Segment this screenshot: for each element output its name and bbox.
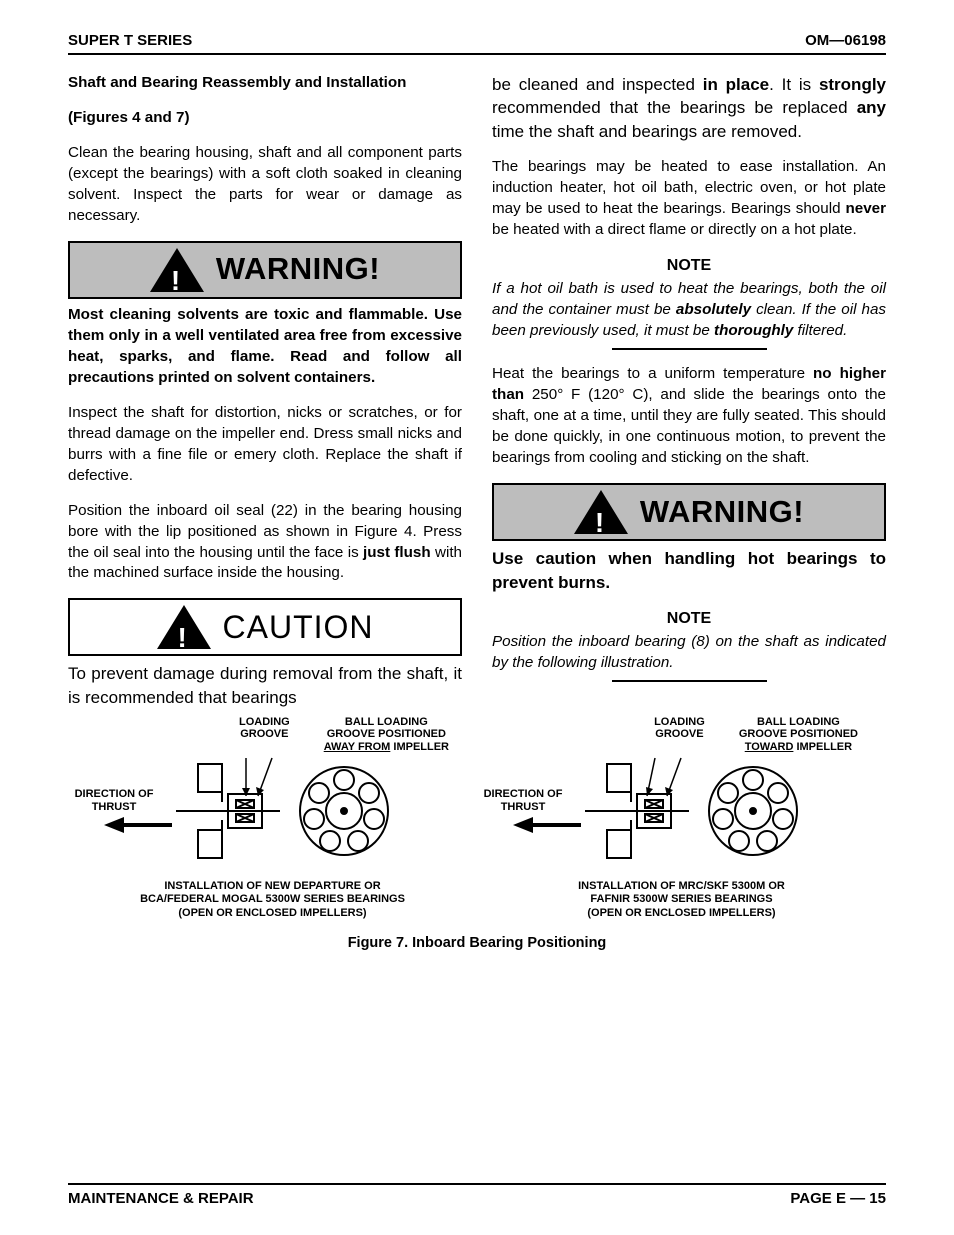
- text: DIRECTION OF THRUST: [75, 788, 154, 813]
- text: DIRECTION OF THRUST: [484, 788, 563, 813]
- diagram-body: DIRECTION OF THRUST: [68, 756, 477, 866]
- text: LOADING: [654, 716, 705, 728]
- page-header: SUPER T SERIES OM—06198: [68, 32, 886, 55]
- note-heading: NOTE: [492, 608, 886, 630]
- label-loading-groove: LOADING GROOVE: [654, 716, 705, 754]
- paragraph: Inspect the shaft for distortion, nicks …: [68, 403, 462, 487]
- text-underline: TOWARD: [745, 741, 794, 753]
- warning-block: WARNING! Use caution when handling hot b…: [492, 483, 886, 594]
- diagram-body: DIRECTION OF THRUST: [477, 756, 886, 866]
- text: (OPEN OR ENCLOSED IMPELLERS): [587, 907, 775, 919]
- text: Heat the bearings to a uniform temperatu…: [492, 365, 813, 382]
- label-direction-thrust: DIRECTION OF THRUST: [68, 788, 160, 832]
- text: BALL LOADING: [345, 716, 428, 728]
- text: (OPEN OR ENCLOSED IMPELLERS): [178, 907, 366, 919]
- diagram-caption: INSTALLATION OF MRC/SKF 5300M OR FAFNIR …: [578, 880, 785, 921]
- arrow-left-icon: [513, 817, 533, 833]
- diagram-right: LOADING GROOVE BALL LOADING GROOVE POSIT…: [477, 716, 886, 921]
- text: IMPELLER: [793, 741, 852, 753]
- warning-banner: WARNING!: [68, 241, 462, 299]
- label-groove-positioned: BALL LOADING GROOVE POSITIONED TOWARD IM…: [739, 716, 858, 754]
- text: GROOVE: [655, 728, 703, 740]
- note-body: Position the inboard bearing (8) on the …: [492, 632, 886, 674]
- diagram-top-labels: LOADING GROOVE BALL LOADING GROOVE POSIT…: [68, 716, 477, 754]
- header-left: SUPER T SERIES: [68, 32, 192, 49]
- text: GROOVE: [240, 728, 288, 740]
- warning-label: WARNING!: [640, 491, 804, 534]
- page-footer: MAINTENANCE & REPAIR PAGE E — 15: [68, 1183, 886, 1207]
- header-right: OM—06198: [805, 32, 886, 49]
- note-rule: [612, 348, 767, 350]
- label-groove-positioned: BALL LOADING GROOVE POSITIONED AWAY FROM…: [324, 716, 449, 754]
- text-underline: AWAY FROM: [324, 741, 391, 753]
- text-bold: thoroughly: [714, 322, 793, 339]
- arrow-left-icon: [104, 817, 124, 833]
- text: FAFNIR 5300W SERIES BEARINGS: [590, 893, 772, 905]
- text-bold: absolutely: [676, 301, 751, 318]
- warning-icon: [574, 490, 628, 534]
- caution-icon: [157, 605, 211, 649]
- caution-body: To prevent damage during removal from th…: [68, 662, 462, 709]
- paragraph: Position the inboard oil seal (22) in th…: [68, 501, 462, 585]
- text: INSTALLATION OF NEW DEPARTURE OR: [164, 880, 380, 892]
- text-bold: just flush: [363, 544, 431, 561]
- warning-label: WARNING!: [216, 248, 380, 291]
- housing-diagram-icon: [168, 756, 288, 866]
- paragraph: The bearings may be heated to ease insta…: [492, 157, 886, 241]
- footer-right: PAGE E — 15: [790, 1190, 886, 1207]
- text: INSTALLATION OF MRC/SKF 5300M OR: [578, 880, 785, 892]
- figure-title: Figure 7. Inboard Bearing Positioning: [348, 935, 607, 951]
- text-bold: strongly: [819, 75, 886, 94]
- text-bold: any: [857, 98, 886, 117]
- text: time the shaft and bearings are removed.: [492, 122, 802, 141]
- text: GROOVE POSITIONED: [327, 728, 446, 740]
- note-rule: [612, 680, 767, 682]
- caution-block: CAUTION To prevent damage during removal…: [68, 598, 462, 709]
- label-loading-groove: LOADING GROOVE: [239, 716, 290, 754]
- text: IMPELLER: [390, 741, 449, 753]
- diagram-left: LOADING GROOVE BALL LOADING GROOVE POSIT…: [68, 716, 477, 921]
- warning-icon: [150, 248, 204, 292]
- figure-7: LOADING GROOVE BALL LOADING GROOVE POSIT…: [68, 716, 886, 951]
- text: BALL LOADING: [757, 716, 840, 728]
- paragraph: Clean the bearing housing, shaft and all…: [68, 143, 462, 227]
- text: be heated with a direct flame or directl…: [492, 221, 857, 238]
- section-heading: Shaft and Bearing Reassembly and Install…: [68, 73, 462, 94]
- text-bold: never: [845, 200, 886, 217]
- note-body: If a hot oil bath is used to heat the be…: [492, 279, 886, 342]
- text: GROOVE POSITIONED: [739, 728, 858, 740]
- diagram-caption: INSTALLATION OF NEW DEPARTURE OR BCA/FED…: [140, 880, 405, 921]
- text: 250° F (120° C), and slide the bearings …: [492, 386, 886, 466]
- text: filtered.: [793, 322, 847, 339]
- text: be cleaned and inspected: [492, 75, 703, 94]
- label-direction-thrust: DIRECTION OF THRUST: [477, 788, 569, 832]
- note-block: NOTE Position the inboard bearing (8) on…: [492, 608, 886, 682]
- bearing-ring-icon: [705, 763, 801, 859]
- caution-label: CAUTION: [223, 605, 374, 649]
- warning-banner: WARNING!: [492, 483, 886, 541]
- paragraph: be cleaned and inspected in place. It is…: [492, 73, 886, 143]
- paragraph: Heat the bearings to a uniform temperatu…: [492, 364, 886, 469]
- warning-block: WARNING! Most cleaning solvents are toxi…: [68, 241, 462, 389]
- housing-diagram-icon: [577, 756, 697, 866]
- note-heading: NOTE: [492, 255, 886, 277]
- text-bold: in place: [703, 75, 769, 94]
- text: recommended that the bearings be replace…: [492, 98, 857, 117]
- text: LOADING: [239, 716, 290, 728]
- warning-body: Most cleaning solvents are toxic and fla…: [68, 305, 462, 389]
- text: The bearings may be heated to ease insta…: [492, 158, 886, 217]
- note-block: NOTE If a hot oil bath is used to heat t…: [492, 255, 886, 350]
- warning-body: Use caution when handling hot bearings t…: [492, 547, 886, 594]
- diagram-top-labels: LOADING GROOVE BALL LOADING GROOVE POSIT…: [477, 716, 886, 754]
- diagram-row: LOADING GROOVE BALL LOADING GROOVE POSIT…: [68, 716, 886, 921]
- caution-banner: CAUTION: [68, 598, 462, 656]
- section-subheading: (Figures 4 and 7): [68, 108, 462, 129]
- text: BCA/FEDERAL MOGAL 5300W SERIES BEARINGS: [140, 893, 405, 905]
- body-columns: Shaft and Bearing Reassembly and Install…: [68, 73, 886, 710]
- footer-left: MAINTENANCE & REPAIR: [68, 1190, 254, 1207]
- page: SUPER T SERIES OM—06198 Shaft and Bearin…: [0, 0, 954, 1235]
- text: . It is: [769, 75, 819, 94]
- bearing-ring-icon: [296, 763, 392, 859]
